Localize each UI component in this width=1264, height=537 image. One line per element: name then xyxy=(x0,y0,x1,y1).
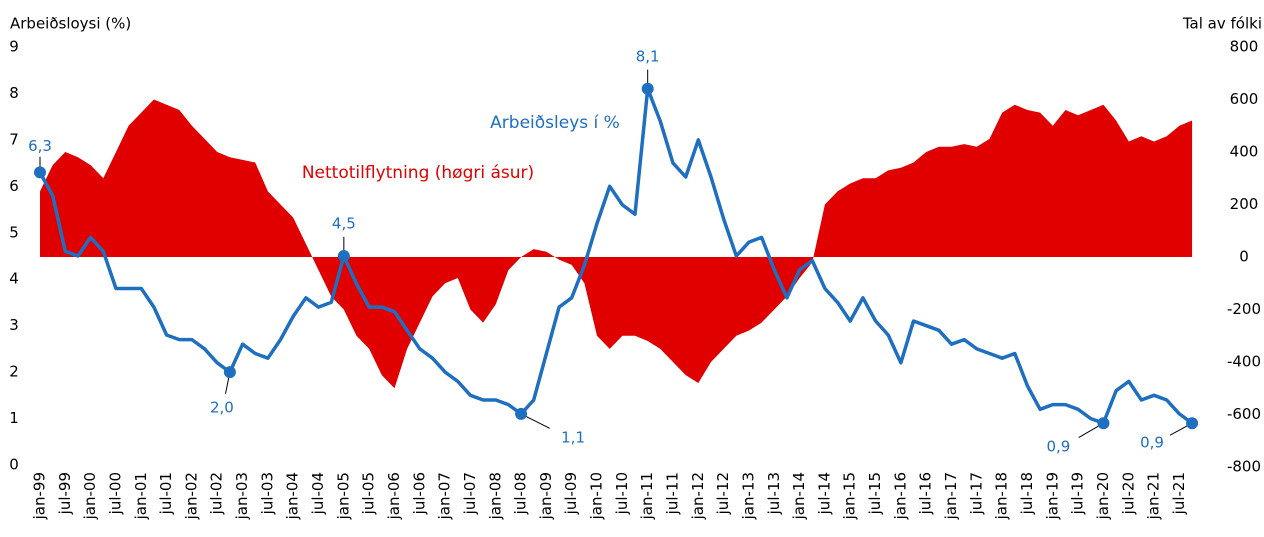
point-marker xyxy=(515,407,528,420)
x-tick-label: jan-11 xyxy=(638,472,656,520)
x-tick-label: jul-14 xyxy=(815,472,833,515)
x-tick-label: jul-19 xyxy=(1069,472,1087,515)
x-tick-label: jul-21 xyxy=(1170,472,1188,515)
y-tick-label: 3 xyxy=(9,316,19,334)
x-tick-label: jul-15 xyxy=(866,472,884,515)
x-tick-label: jul-13 xyxy=(765,472,783,515)
x-tick-label: jan-14 xyxy=(790,472,808,520)
x-tick-label: jan-02 xyxy=(182,472,200,520)
x-tick-label: jul-11 xyxy=(664,472,682,515)
series-label: Arbeiðsleys í % xyxy=(490,113,620,133)
area xyxy=(40,99,1193,389)
x-tick-label: jul-01 xyxy=(157,472,175,515)
y-tick-label: 1 xyxy=(9,409,19,427)
x-tick-label: jul-04 xyxy=(309,472,327,515)
y-axis-title: Arbeiðsloysi (%) xyxy=(10,15,131,33)
x-tick-label: jan-16 xyxy=(891,472,909,520)
data-label: 0,9 xyxy=(1140,434,1164,452)
x-tick-label: jan-18 xyxy=(993,472,1011,520)
x-tick-label: jul-18 xyxy=(1018,472,1036,515)
point-marker xyxy=(1097,417,1110,430)
data-label: 4,5 xyxy=(332,215,356,233)
x-tick-label: jul-10 xyxy=(613,472,631,515)
data-label: 1,1 xyxy=(561,428,585,446)
data-label: 6,3 xyxy=(28,137,52,155)
y2-tick-label: -400 xyxy=(1227,353,1261,371)
y2-tick-label: -800 xyxy=(1227,458,1261,476)
point-marker xyxy=(1186,417,1199,430)
y-tick-label: 0 xyxy=(9,456,19,474)
point-marker xyxy=(223,366,236,379)
y2-tick-label: -600 xyxy=(1227,405,1261,423)
x-tick-label: jan-21 xyxy=(1145,472,1163,520)
x-tick-label: jul-17 xyxy=(967,472,985,515)
x-tick-label: jan-06 xyxy=(385,472,403,520)
x-tick-label: jul-08 xyxy=(512,472,530,515)
y2-tick-label: 800 xyxy=(1230,38,1259,56)
x-tick-label: jul-16 xyxy=(917,472,935,515)
y-tick-label: 9 xyxy=(9,38,19,56)
x-tick-label: jan-13 xyxy=(739,472,757,520)
x-tick-label: jan-04 xyxy=(284,472,302,520)
x-tick-label: jan-09 xyxy=(537,472,555,520)
x-tick-label: jan-17 xyxy=(942,472,960,520)
x-tick-label: jul-02 xyxy=(208,472,226,515)
data-label: 8,1 xyxy=(636,47,660,65)
x-tick-label: jan-08 xyxy=(486,472,504,520)
x-tick-label: jul-07 xyxy=(461,472,479,515)
x-tick-label: jul-05 xyxy=(360,472,378,515)
x-tick-label: jan-19 xyxy=(1043,472,1061,520)
y-tick-label: 6 xyxy=(9,177,19,195)
x-tick-label: jan-01 xyxy=(132,472,150,520)
x-tick-label: jan-15 xyxy=(841,472,859,520)
x-tick-label: jul-00 xyxy=(106,472,124,515)
data-label: 2,0 xyxy=(210,399,234,417)
y2-tick-label: 0 xyxy=(1239,248,1249,266)
y2-tick-label: -200 xyxy=(1227,300,1261,318)
point-marker xyxy=(34,166,46,179)
x-tick-label: jul-20 xyxy=(1119,472,1137,515)
x-tick-label: jan-20 xyxy=(1094,472,1112,520)
x-tick-label: jan-07 xyxy=(436,472,454,520)
data-label: 0,9 xyxy=(1047,438,1071,456)
x-tick-label: jul-06 xyxy=(410,472,428,515)
series-label: Nettotilflytning (høgri ásur) xyxy=(302,163,534,183)
y-tick-label: 8 xyxy=(9,84,19,102)
x-tick-label: jan-03 xyxy=(233,472,251,520)
x-tick-label: jul-09 xyxy=(562,472,580,515)
y2-tick-label: 200 xyxy=(1230,195,1259,213)
y-tick-label: 5 xyxy=(9,223,19,241)
x-tick-label: jan-05 xyxy=(334,472,352,520)
point-marker xyxy=(337,250,350,262)
x-tick-label: jan-10 xyxy=(588,472,606,520)
x-tick-label: jan-12 xyxy=(689,472,707,520)
x-tick-label: jul-12 xyxy=(714,472,732,515)
x-tick-label: jul-99 xyxy=(56,472,74,515)
y-tick-label: 7 xyxy=(9,130,19,148)
x-tick-label: jul-03 xyxy=(258,472,276,515)
y-tick-label: 4 xyxy=(9,270,19,288)
y2-axis-title: Tal av fólki xyxy=(1182,15,1262,33)
y-tick-label: 2 xyxy=(9,363,19,381)
y2-tick-label: 600 xyxy=(1230,90,1259,108)
x-tick-label: jan-00 xyxy=(81,472,99,520)
x-tick-label: jan-99 xyxy=(31,472,49,520)
point-marker xyxy=(641,82,654,95)
y2-tick-label: 400 xyxy=(1230,143,1259,161)
